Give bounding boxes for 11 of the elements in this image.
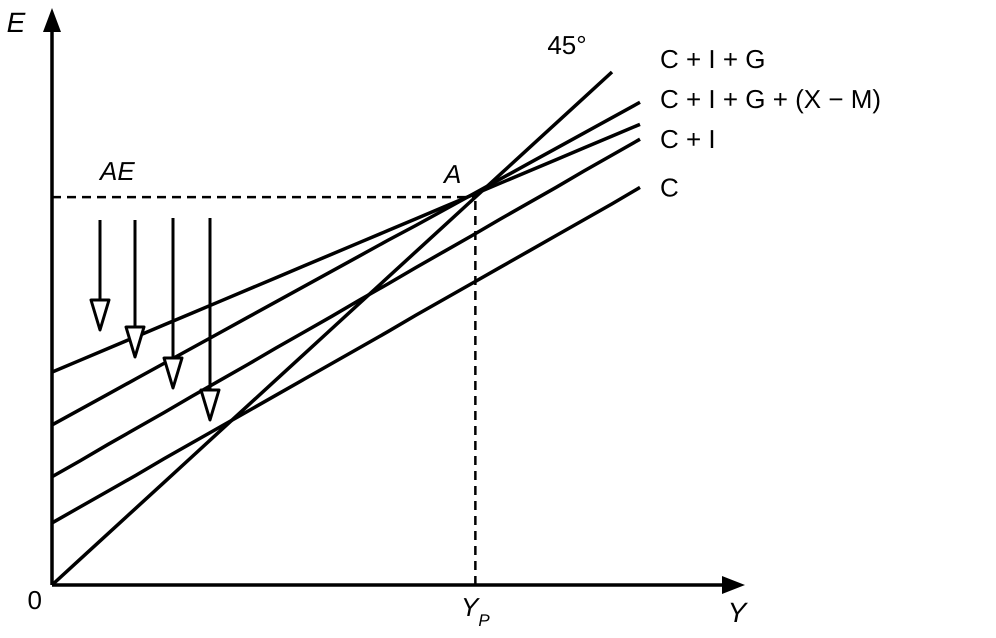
annotation: 0 [28, 585, 42, 615]
series-label: C + I [660, 124, 716, 154]
series-label: 45° [547, 30, 587, 60]
x-axis-title: Y [728, 597, 749, 628]
series-label: C + I + G [660, 44, 766, 74]
y-axis-title: E [6, 7, 26, 38]
text: Y$_{P}$ [461, 592, 490, 630]
series-label: C + I + G + (X − M) [660, 84, 882, 114]
annotation: A [442, 159, 462, 190]
annotation: AE [98, 156, 136, 186]
series-label: C [660, 172, 679, 202]
